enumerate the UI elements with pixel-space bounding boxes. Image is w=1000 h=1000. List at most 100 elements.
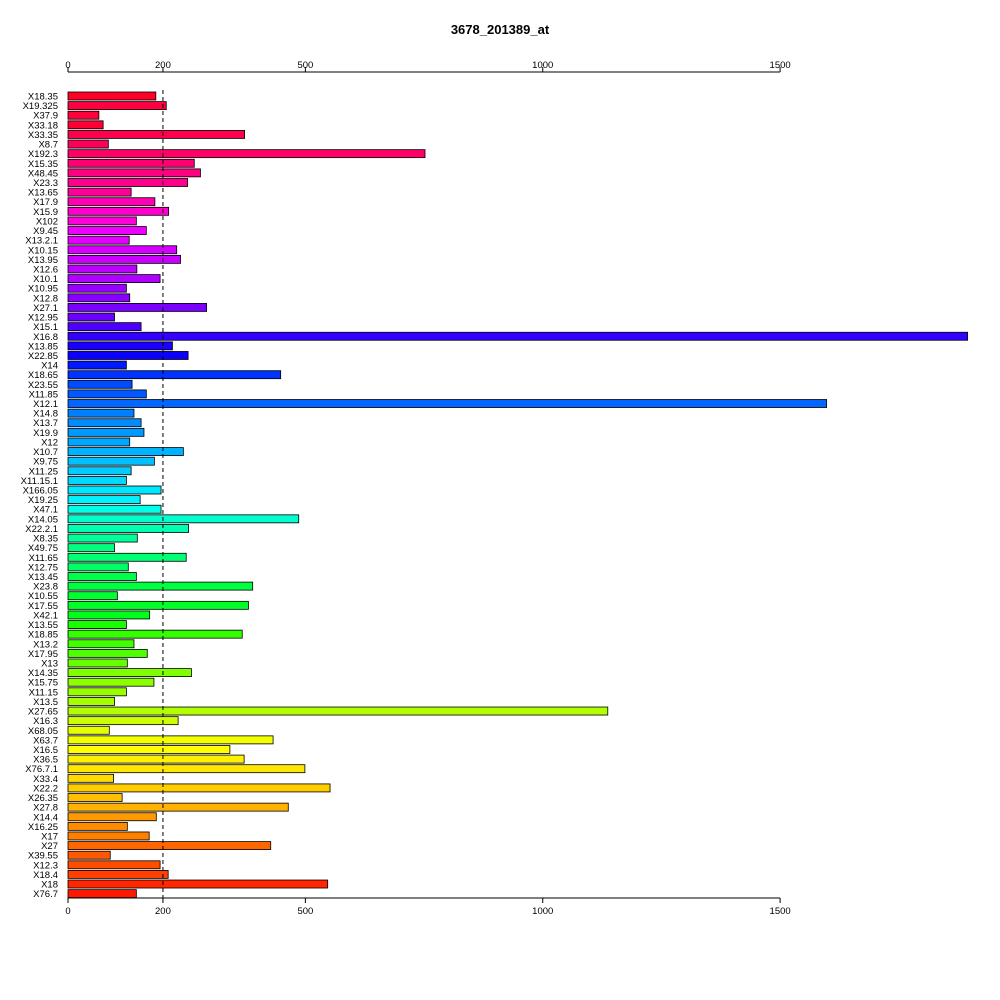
category-label-X192.3: X192.3 — [28, 149, 58, 160]
category-label-X23.8: X23.8 — [33, 582, 58, 593]
category-label-X9.45: X9.45 — [33, 226, 58, 237]
bar-X12.8 — [67, 293, 131, 303]
category-label-X11.15.1: X11.15.1 — [21, 476, 58, 487]
bar-X11.15 — [67, 687, 127, 697]
bar-X12.75 — [67, 562, 129, 572]
category-label-X12.3: X12.3 — [33, 860, 58, 871]
category-label-X12.1: X12.1 — [33, 399, 58, 410]
category-label-X13.45: X13.45 — [28, 572, 58, 583]
bar-X102 — [67, 216, 137, 226]
category-label-X49.75: X49.75 — [28, 543, 58, 554]
bar-X27.1 — [67, 303, 208, 312]
category-label-X33.4: X33.4 — [33, 774, 58, 785]
bar-X76.7 — [67, 889, 137, 899]
bar-X19.25 — [67, 495, 141, 505]
bar-X15.9 — [67, 206, 170, 216]
bar-X33.18 — [67, 120, 104, 130]
bar-X12 — [67, 437, 131, 447]
category-label-X12: X12 — [41, 437, 58, 448]
bar-X12.3 — [67, 860, 161, 870]
bar-X13.2.1 — [67, 235, 130, 245]
bar-X26.35 — [67, 793, 123, 802]
bar-X23.3 — [67, 178, 189, 187]
category-label-X37.9: X37.9 — [33, 111, 58, 122]
bar-X10.95 — [67, 283, 127, 293]
bottom-axis-tick-label: 1000 — [532, 906, 553, 917]
category-label-X10.15: X10.15 — [28, 245, 58, 256]
category-label-X17: X17 — [41, 831, 58, 842]
category-label-X14.8: X14.8 — [33, 409, 58, 420]
bar-X17.9 — [67, 197, 156, 207]
category-label-X11.15: X11.15 — [29, 687, 58, 698]
bar-X11.65 — [67, 552, 187, 562]
category-label-X12.8: X12.8 — [33, 293, 58, 304]
category-label-X76.7: X76.7 — [33, 889, 58, 900]
bar-X22.85 — [67, 351, 189, 360]
category-label-X18.85: X18.85 — [28, 630, 58, 641]
bar-X13.7 — [67, 418, 142, 428]
bottom-axis-tick-label: 0 — [65, 906, 70, 917]
bar-X27.8 — [67, 802, 289, 812]
bar-X48.45 — [67, 168, 201, 178]
category-label-X15.1: X15.1 — [33, 322, 58, 333]
bar-X11.15.1 — [67, 475, 127, 485]
bar-X16.5 — [67, 745, 231, 754]
category-label-X13.5: X13.5 — [33, 697, 58, 708]
bar-X13.2 — [67, 639, 135, 649]
bar-X12.6 — [67, 264, 138, 274]
category-label-X48.45: X48.45 — [28, 168, 58, 179]
bar-X63.7 — [67, 735, 274, 745]
category-label-X18: X18 — [41, 880, 58, 891]
category-label-X23.3: X23.3 — [33, 178, 58, 189]
bottom-axis-tick-label: 500 — [297, 906, 313, 917]
category-label-X17.9: X17.9 — [33, 197, 58, 208]
category-label-X11.85: X11.85 — [29, 389, 58, 400]
bar-X14.05 — [67, 514, 300, 524]
bar-X33.35 — [67, 130, 246, 139]
category-label-X14.35: X14.35 — [28, 668, 58, 679]
category-label-X13.7: X13.7 — [33, 418, 58, 429]
bar-X10.15 — [67, 245, 178, 255]
category-label-X26.35: X26.35 — [28, 793, 58, 804]
category-label-X12.75: X12.75 — [28, 562, 58, 573]
category-label-X13.85: X13.85 — [28, 341, 58, 352]
category-label-X8.35: X8.35 — [33, 534, 58, 545]
category-label-X13.55: X13.55 — [28, 620, 58, 631]
bar-X27.65 — [67, 706, 609, 716]
category-label-X10.1: X10.1 — [33, 274, 58, 285]
category-label-X9.75: X9.75 — [33, 457, 58, 468]
category-label-X16.5: X16.5 — [33, 745, 58, 756]
bar-X13.45 — [67, 572, 137, 581]
bar-X17 — [67, 831, 150, 841]
category-label-X76.7.1: X76.7.1 — [25, 764, 58, 775]
category-label-X16.8: X16.8 — [33, 332, 58, 343]
bar-X17.55 — [67, 600, 249, 610]
category-label-X18.4: X18.4 — [33, 870, 58, 881]
bar-X11.85 — [67, 389, 147, 399]
category-label-X23.55: X23.55 — [28, 380, 58, 391]
category-label-X13.65: X13.65 — [28, 188, 58, 199]
top-axis-tick-label: 200 — [155, 60, 171, 71]
category-label-X22.85: X22.85 — [28, 351, 58, 362]
bar-X14.35 — [67, 668, 192, 677]
top-axis-tick-label: 1500 — [770, 60, 791, 71]
bar-X14 — [67, 360, 127, 370]
category-label-X39.55: X39.55 — [28, 851, 58, 862]
category-label-X42.1: X42.1 — [33, 610, 58, 621]
category-label-X18.35: X18.35 — [28, 92, 58, 103]
category-label-X16.25: X16.25 — [28, 822, 58, 833]
top-x-axis: 0 200 500 1000 1500 — [65, 60, 791, 73]
bar-series — [67, 91, 969, 899]
bar-X13.65 — [67, 187, 132, 197]
bar-X33.4 — [67, 773, 114, 783]
bar-X18 — [67, 879, 329, 889]
category-label-X18.65: X18.65 — [28, 370, 58, 381]
category-label-X68.05: X68.05 — [28, 726, 58, 737]
chart-title: 3678_201389_at — [450, 22, 550, 37]
category-label-X14.4: X14.4 — [33, 812, 58, 823]
category-label-X19.325: X19.325 — [23, 101, 58, 112]
bar-X17.95 — [67, 648, 148, 658]
bar-X10.1 — [67, 274, 161, 283]
bar-X15.35 — [67, 158, 195, 168]
